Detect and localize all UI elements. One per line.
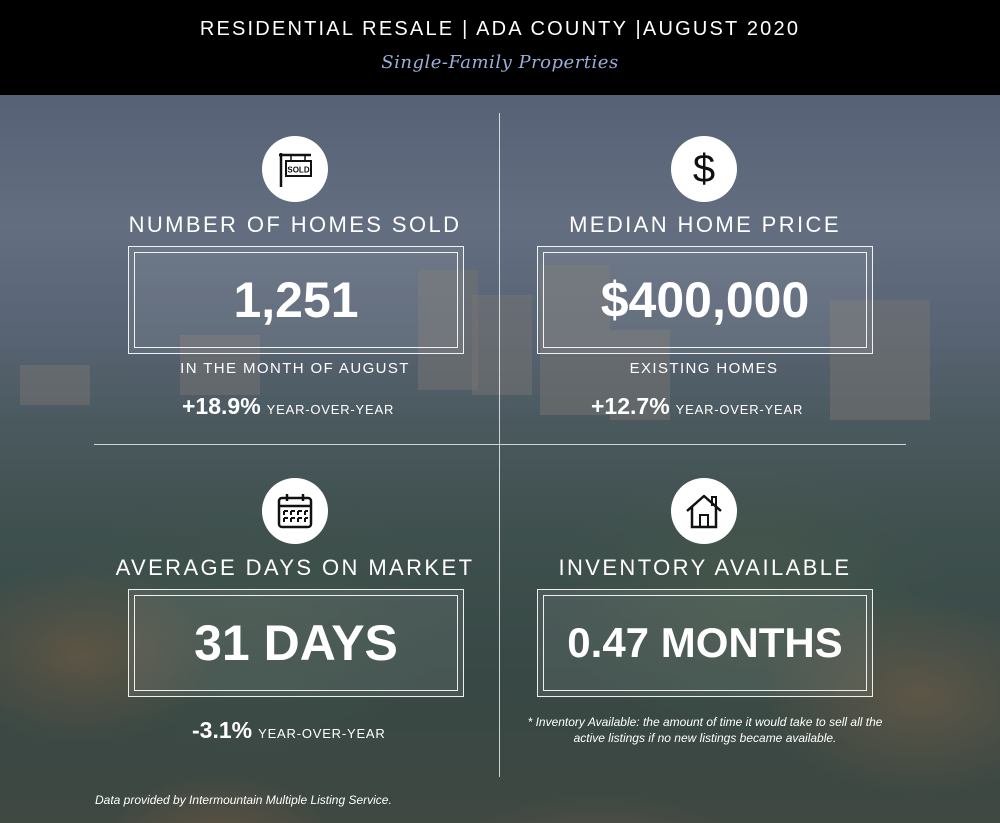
homes-sold-change: +18.9% YEAR-OVER-YEAR — [182, 393, 394, 420]
median-price-change-value: +12.7% — [591, 393, 670, 419]
homes-sold-change-value: +18.9% — [182, 393, 261, 419]
header-bar: RESIDENTIAL RESALE | ADA COUNTY |AUGUST … — [0, 0, 1000, 95]
median-price-change: +12.7% YEAR-OVER-YEAR — [591, 393, 803, 420]
page-subtitle: Single-Family Properties — [381, 52, 619, 73]
median-price-change-label: YEAR-OVER-YEAR — [675, 402, 804, 417]
homes-sold-sublabel: IN THE MONTH OF AUGUST — [180, 360, 410, 377]
homes-sold-label: NUMBER OF HOMES SOLD — [128, 212, 462, 237]
svg-text:SOLD: SOLD — [287, 166, 309, 175]
median-price-value: $400,000 — [543, 252, 867, 348]
homes-sold-box: 1,251 — [128, 246, 464, 354]
median-price-box: $400,000 — [537, 246, 873, 354]
vertical-divider — [499, 113, 500, 777]
inventory-box: 0.47 MONTHS — [537, 589, 873, 697]
days-on-market-change: -3.1% YEAR-OVER-YEAR — [192, 717, 386, 744]
days-on-market-change-value: -3.1% — [192, 717, 253, 743]
homes-sold-value: 1,251 — [134, 252, 458, 348]
days-on-market-box: 31 DAYS — [128, 589, 464, 697]
inventory-note: * Inventory Available: the amount of tim… — [527, 715, 883, 745]
median-price-sublabel: EXISTING HOMES — [629, 360, 779, 377]
days-on-market-change-label: YEAR-OVER-YEAR — [258, 726, 386, 741]
dollar-glyph: $ — [692, 146, 716, 191]
city-background-image — [0, 95, 1000, 823]
tint-overlay — [0, 95, 1000, 823]
days-on-market-label: AVERAGE DAYS ON MARKET — [115, 555, 475, 580]
inventory-value: 0.47 MONTHS — [543, 595, 867, 691]
inventory-label: INVENTORY AVAILABLE — [558, 555, 852, 580]
calendar-icon — [262, 478, 328, 544]
house-icon — [671, 478, 737, 544]
horizontal-divider — [94, 444, 906, 445]
homes-sold-change-label: YEAR-OVER-YEAR — [266, 402, 395, 417]
median-price-label: MEDIAN HOME PRICE — [569, 212, 841, 237]
dollar-icon: $ — [671, 136, 737, 202]
page-title: RESIDENTIAL RESALE | ADA COUNTY |AUGUST … — [199, 18, 801, 40]
days-on-market-value: 31 DAYS — [134, 595, 458, 691]
data-source-credit: Data provided by Intermountain Multiple … — [95, 793, 392, 807]
sold-sign-icon: SOLD — [262, 136, 328, 202]
